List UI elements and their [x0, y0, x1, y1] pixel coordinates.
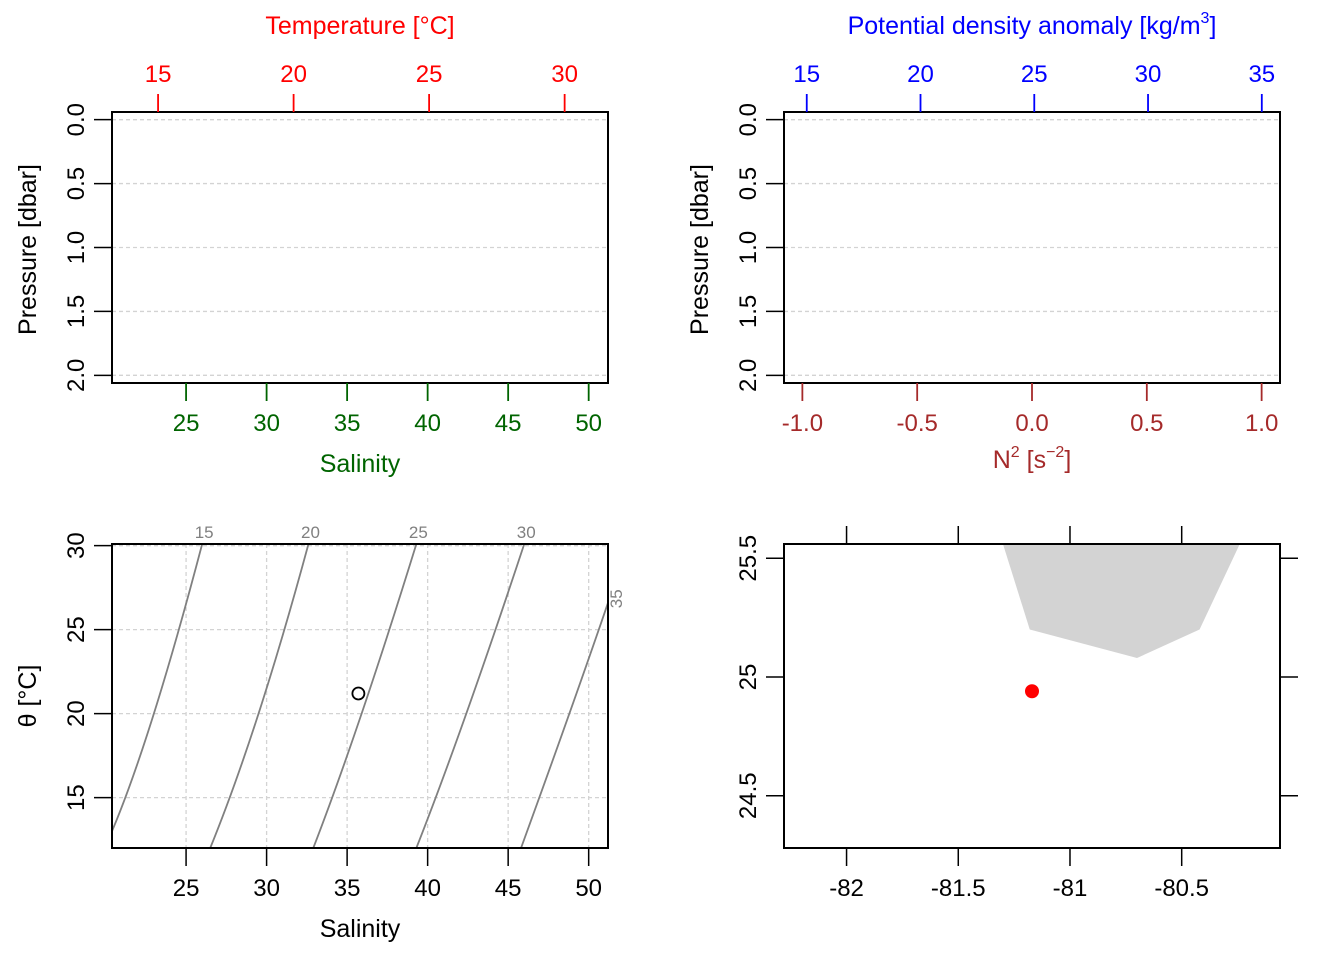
isopycnal-line	[415, 544, 526, 848]
x-tick-label: -81	[1053, 875, 1088, 902]
x-axis-title: Salinity	[320, 915, 401, 943]
bottom-tick-label: 35	[334, 410, 361, 437]
top-tick-label: 35	[1248, 61, 1275, 88]
station-map-panel: -82 -81.5 -81 -80.5 24.5 25 25.5	[735, 526, 1298, 902]
isopycnal-label: 15	[195, 523, 214, 542]
x-tick-label: 45	[495, 875, 522, 902]
station-marker	[1025, 684, 1039, 699]
y-tick-label: 25.5	[735, 535, 762, 582]
bottom-axis-title: N2 [s−2]	[993, 444, 1072, 474]
y-axis-title: θ [°C]	[14, 665, 42, 728]
bottom-tick-label: 0.5	[1130, 410, 1163, 437]
top-axis-title: Temperature [°C]	[265, 12, 454, 40]
bottom-tick-label: 45	[495, 410, 522, 437]
top-tick-label: 30	[551, 61, 578, 88]
x-tick-label: 40	[414, 875, 441, 902]
temperature-salinity-profile-panel: 0.0 0.5 1.0 1.5 2.0 Pressure [dbar] 15 20 25 30 25…	[14, 12, 609, 478]
y-tick-label: 0.5	[63, 167, 90, 200]
y-tick-label: 25	[63, 616, 90, 643]
density-n2-profile-panel: 0.0 0.5 1.0 1.5 2.0 Pressure [dbar] 15 20 25 30 35…	[686, 10, 1281, 474]
isopycnal-line	[312, 544, 418, 848]
y-tick-label: 30	[63, 532, 90, 559]
top-tick-label: 15	[793, 61, 820, 88]
y-axis-title: Pressure [dbar]	[14, 164, 42, 335]
plot-frame	[783, 543, 1281, 849]
isopycnal-label: 35	[607, 589, 626, 608]
y-tick-label: 0.0	[735, 103, 762, 136]
bottom-tick-label: 1.0	[1245, 410, 1278, 437]
y-axis-title: Pressure [dbar]	[686, 164, 714, 335]
top-tick-label: 30	[1135, 61, 1162, 88]
y-tick-label: 1.0	[63, 231, 90, 264]
top-tick-label: 20	[907, 61, 934, 88]
bottom-tick-label: -1.0	[782, 410, 823, 437]
y-tick-label: 1.0	[735, 231, 762, 264]
ts-diagram-panel: 15 20 25 30 35 25 30 35 40 45 50 15 20 25 30 Salinity θ …	[14, 523, 626, 943]
isopycnal-line	[520, 602, 608, 848]
bottom-tick-label: 40	[414, 410, 441, 437]
top-axis-title: Potential density anomaly [kg/m3]	[848, 10, 1217, 40]
bottom-tick-label: 0.0	[1015, 410, 1048, 437]
y-tick-label: 20	[63, 700, 90, 727]
ts-data-point	[351, 686, 366, 701]
top-tick-label: 25	[416, 61, 443, 88]
y-tick-label: 24.5	[735, 772, 762, 819]
x-tick-label: 50	[575, 875, 602, 902]
x-tick-label: -81.5	[931, 875, 986, 902]
y-tick-label: 2.0	[735, 359, 762, 392]
plot-frame	[111, 543, 609, 849]
x-tick-label: 30	[253, 875, 280, 902]
bottom-tick-label: -0.5	[897, 410, 938, 437]
x-tick-label: -80.5	[1154, 875, 1209, 902]
isopycnal-line	[209, 544, 310, 848]
y-tick-label: 0.5	[735, 167, 762, 200]
isopycnal-label: 25	[409, 523, 428, 542]
y-tick-label: 15	[63, 784, 90, 811]
x-tick-label: 35	[334, 875, 361, 902]
y-tick-label: 1.5	[63, 295, 90, 328]
top-tick-label: 15	[145, 61, 172, 88]
bottom-tick-label: 25	[173, 410, 200, 437]
y-tick-label: 2.0	[63, 359, 90, 392]
coastline-land	[1002, 544, 1240, 658]
top-tick-label: 25	[1021, 61, 1048, 88]
bottom-tick-label: 30	[253, 410, 280, 437]
isopycnal-label: 30	[517, 523, 536, 542]
isopycnal-line	[112, 544, 204, 832]
bottom-axis-title: Salinity	[320, 450, 401, 478]
y-tick-label: 1.5	[735, 295, 762, 328]
bottom-tick-label: 50	[575, 410, 602, 437]
y-tick-label: 0.0	[63, 103, 90, 136]
x-tick-label: -82	[829, 875, 864, 902]
y-tick-label: 25	[735, 664, 762, 691]
isopycnal-label: 20	[301, 523, 320, 542]
x-tick-label: 25	[173, 875, 200, 902]
top-tick-label: 20	[280, 61, 307, 88]
